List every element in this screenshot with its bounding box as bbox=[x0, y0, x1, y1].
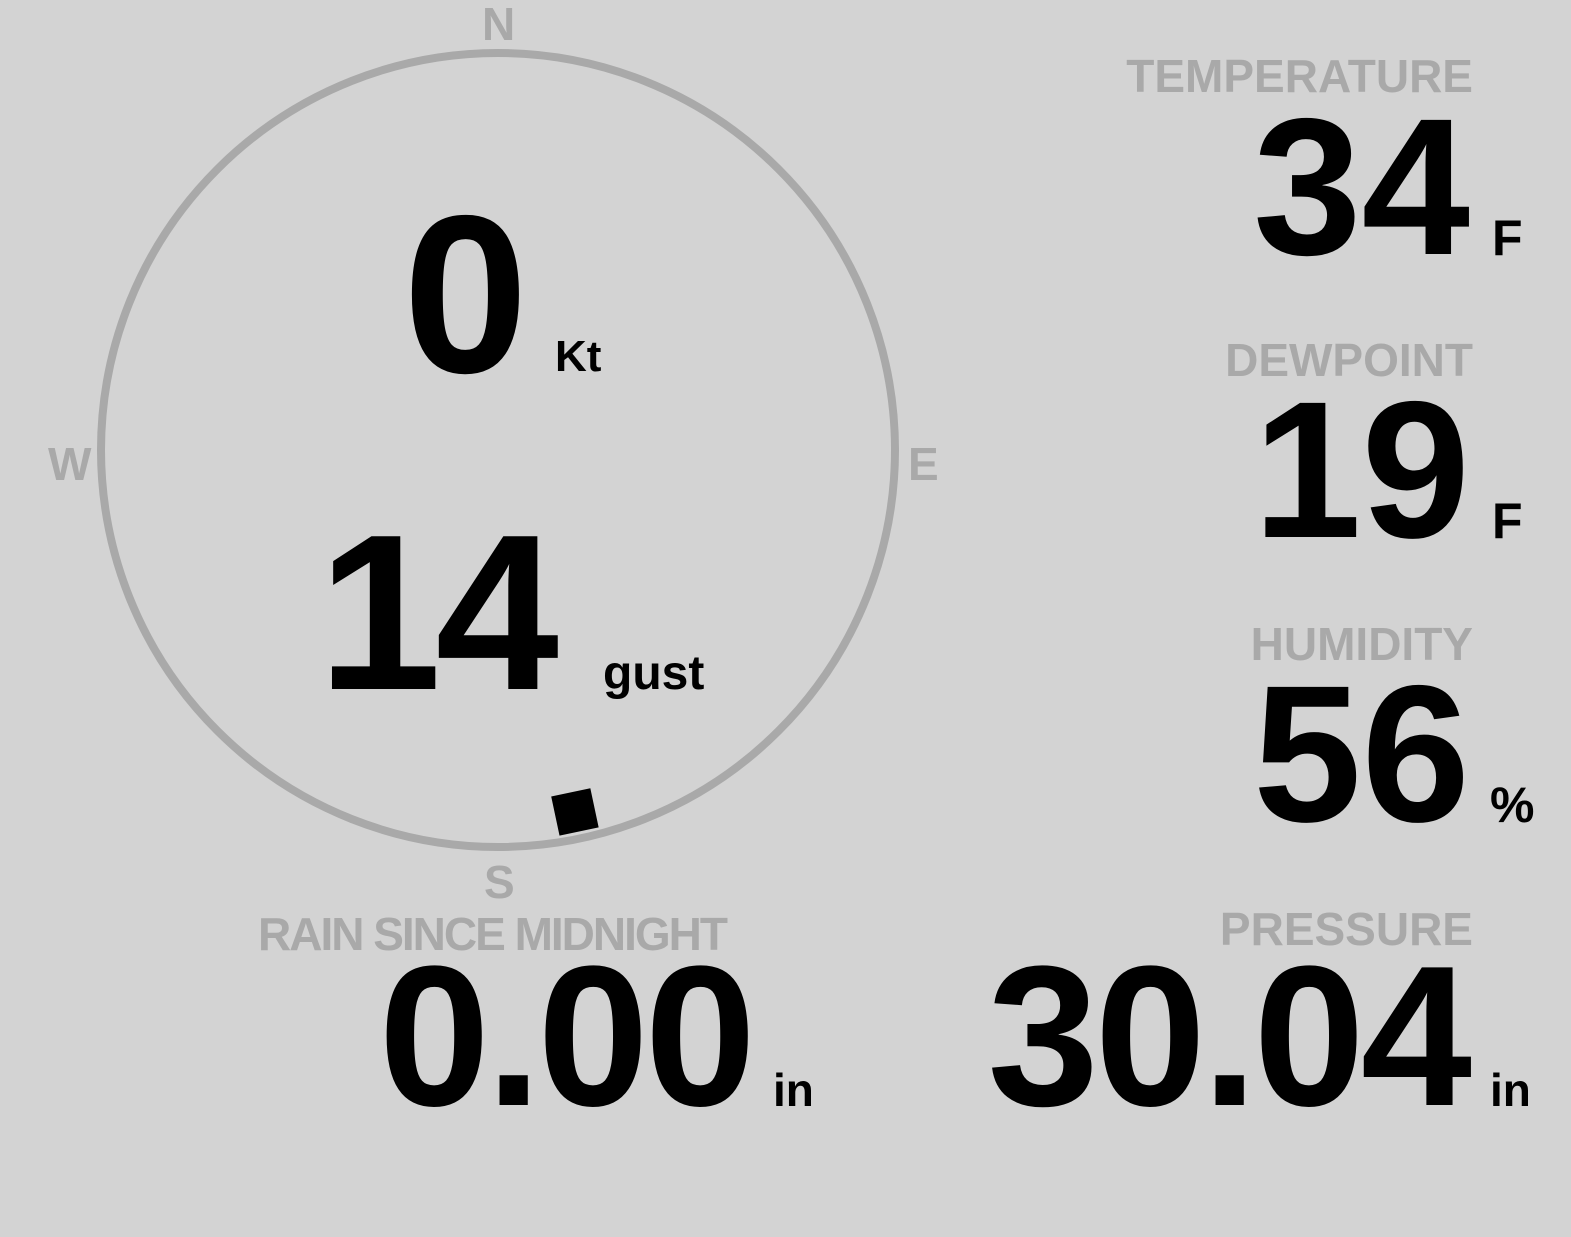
compass-south: S bbox=[484, 856, 515, 908]
wind-direction-marker bbox=[551, 788, 599, 836]
temperature-unit: F bbox=[1492, 210, 1523, 266]
pressure-label: PRESSURE bbox=[1219, 903, 1473, 955]
pressure-unit: in bbox=[1490, 1064, 1531, 1116]
compass-ring bbox=[97, 49, 899, 851]
compass-east: E bbox=[908, 438, 939, 490]
wind-gust-unit: gust bbox=[603, 647, 705, 700]
rain-unit: in bbox=[773, 1064, 814, 1116]
temperature-value: 34 bbox=[1253, 78, 1470, 296]
humidity-label: HUMIDITY bbox=[1250, 618, 1473, 670]
dewpoint-label: DEWPOINT bbox=[1225, 334, 1473, 386]
temperature-label: TEMPERATURE bbox=[1126, 50, 1473, 102]
wind-speed-value: 0 bbox=[403, 168, 529, 420]
rain-label: RAIN SINCE MIDNIGHT bbox=[258, 908, 728, 960]
humidity-value: 56 bbox=[1253, 645, 1470, 863]
humidity-unit: % bbox=[1490, 777, 1535, 833]
compass-north: N bbox=[482, 0, 516, 50]
pressure-value: 30.04 bbox=[987, 925, 1472, 1148]
dewpoint-value: 19 bbox=[1253, 361, 1470, 579]
wind-gust-value: 14 bbox=[318, 489, 559, 737]
wind-speed-unit: Kt bbox=[555, 332, 602, 381]
compass-west: W bbox=[48, 438, 92, 490]
dewpoint-unit: F bbox=[1492, 493, 1523, 549]
rain-value: 0.00 bbox=[378, 925, 756, 1148]
